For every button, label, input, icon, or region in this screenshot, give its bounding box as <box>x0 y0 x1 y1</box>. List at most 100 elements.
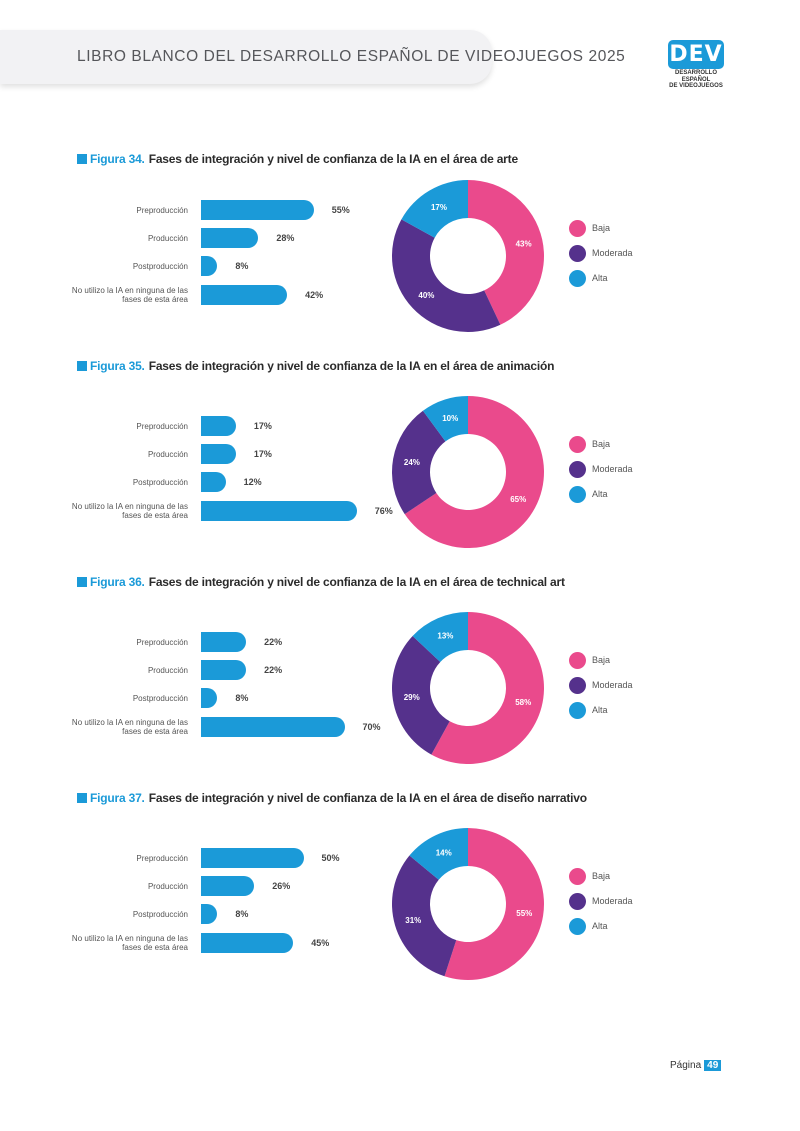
legend-swatch-icon <box>569 893 586 910</box>
donut-slice-alta <box>401 180 468 238</box>
bar-category-label: Postproducción <box>132 478 188 487</box>
donut-chart: 43% 40% 17% <box>392 180 544 332</box>
donut-slice-baja <box>431 612 544 764</box>
bar <box>201 933 294 953</box>
legend-swatch-icon <box>569 918 586 935</box>
page-header-title: LIBRO BLANCO DEL DESARROLLO ESPAÑOL DE V… <box>77 48 626 65</box>
donut-value-label: 13% <box>437 632 453 641</box>
bar-category-label: No utilizo la IA en ninguna de las fases… <box>71 718 188 736</box>
bar <box>201 501 357 521</box>
donut-value-label: 40% <box>418 291 434 300</box>
bar-value-label: 26% <box>272 881 291 891</box>
donut-chart: 58% 29% 13% <box>392 612 544 764</box>
donut-slice-moderada <box>392 635 450 755</box>
legend-label: Baja <box>592 223 611 233</box>
legend-swatch-icon <box>569 461 586 478</box>
legend-swatch-icon <box>569 702 586 719</box>
logo-subtitle-line-2: DE VIDEOJUEGOS <box>669 83 723 89</box>
bar <box>201 688 218 708</box>
figure-title: Figura 34. Fases de integración y nivel d… <box>77 152 518 166</box>
bar-category-label: Postproducción <box>132 262 188 271</box>
figure-title-text: Fases de integración y nivel de confianz… <box>148 152 518 166</box>
bar <box>201 200 314 220</box>
donut-slice-baja <box>468 180 544 325</box>
bar-category-label: Preproducción <box>136 422 188 431</box>
figure-title: Figura 37. Fases de integración y nivel d… <box>77 791 587 805</box>
legend-label: Alta <box>592 489 608 499</box>
bar-category-label: Preproducción <box>136 638 188 647</box>
bar-category-label: Producción <box>147 234 188 243</box>
donut-value-label: 10% <box>442 414 458 423</box>
header-tab <box>0 30 492 84</box>
bar-value-label: 55% <box>331 205 350 215</box>
figure-title: Figura 36. Fases de integración y nivel d… <box>77 575 565 589</box>
legend-label: Moderada <box>592 464 633 474</box>
bar-value-label: 12% <box>243 477 262 487</box>
legend-swatch-icon <box>569 868 586 885</box>
figure-marker-icon <box>77 361 87 371</box>
donut-slice-alta <box>412 612 468 662</box>
figure-chart: Preproducción 22% Producción 22% Postproducc… <box>0 612 800 792</box>
bar-category-label: Postproducción <box>132 694 188 703</box>
bar-value-label: 76% <box>374 506 393 516</box>
bar-value-label: 8% <box>235 261 249 271</box>
donut-chart: 65% 24% 10% <box>392 396 544 548</box>
donut-value-label: 14% <box>436 848 452 857</box>
donut-value-label: 55% <box>516 909 532 918</box>
bar-value-label: 28% <box>276 233 295 243</box>
bar-category-label: Producción <box>147 882 188 891</box>
bar <box>201 472 226 492</box>
bar-value-label: 70% <box>362 722 381 732</box>
bar <box>201 444 236 464</box>
figure-marker-icon <box>77 154 87 164</box>
page-label: Página <box>670 1060 702 1071</box>
bar-value-label: 42% <box>305 290 324 300</box>
figure-marker-icon <box>77 793 87 803</box>
bar <box>201 904 218 924</box>
figure-chart: Preproducción 55% Producción 28% Postproducc… <box>0 180 800 360</box>
bar-value-label: 45% <box>311 938 330 948</box>
bar-category-label: Producción <box>147 666 188 675</box>
legend-label: Baja <box>592 871 611 881</box>
bar-value-label: 8% <box>235 693 249 703</box>
legend-swatch-icon <box>569 436 586 453</box>
donut-value-label: 31% <box>405 916 421 925</box>
bar <box>201 228 259 248</box>
bar <box>201 632 247 652</box>
legend-swatch-icon <box>569 486 586 503</box>
bar <box>201 285 288 305</box>
donut-value-label: 65% <box>510 495 526 504</box>
bar-category-label: Preproducción <box>136 206 188 215</box>
logo-subtitle: DESARROLLO ESPAÑOL DE VIDEOJUEGOS <box>665 70 727 90</box>
bar-category-label: Producción <box>147 450 188 459</box>
bar <box>201 660 247 680</box>
bar <box>201 876 255 896</box>
donut-chart: 55% 31% 14% <box>392 828 544 980</box>
figure-number: Figura 36. <box>90 575 145 589</box>
bar-value-label: 17% <box>253 449 272 459</box>
logo-mark: DEV <box>668 40 724 69</box>
legend-label: Moderada <box>592 680 633 690</box>
legend-swatch-icon <box>569 270 586 287</box>
legend-label: Baja <box>592 655 611 665</box>
figure-title-text: Fases de integración y nivel de confianz… <box>148 575 565 589</box>
donut-value-label: 43% <box>516 240 532 249</box>
page-footer: Página 49 <box>670 1060 722 1071</box>
bar-value-label: 22% <box>264 665 283 675</box>
bar-category-label: No utilizo la IA en ninguna de las fases… <box>71 286 188 304</box>
donut-slice-moderada <box>392 219 501 332</box>
donut-slice-alta <box>422 396 468 442</box>
figure-number: Figura 37. <box>90 791 145 805</box>
bar-value-label: 50% <box>321 853 340 863</box>
dev-logo: DEV DESARROLLO ESPAÑOL DE VIDEOJUEGOS <box>665 40 727 89</box>
legend-label: Moderada <box>592 896 633 906</box>
legend-label: Baja <box>592 439 611 449</box>
bar-value-label: 22% <box>264 637 283 647</box>
legend-label: Alta <box>592 921 608 931</box>
bar-value-label: 8% <box>235 909 249 919</box>
bar-category-label: No utilizo la IA en ninguna de las fases… <box>71 934 188 952</box>
donut-value-label: 29% <box>404 693 420 702</box>
legend-swatch-icon <box>569 220 586 237</box>
legend-label: Moderada <box>592 248 633 258</box>
donut-value-label: 58% <box>515 698 531 707</box>
